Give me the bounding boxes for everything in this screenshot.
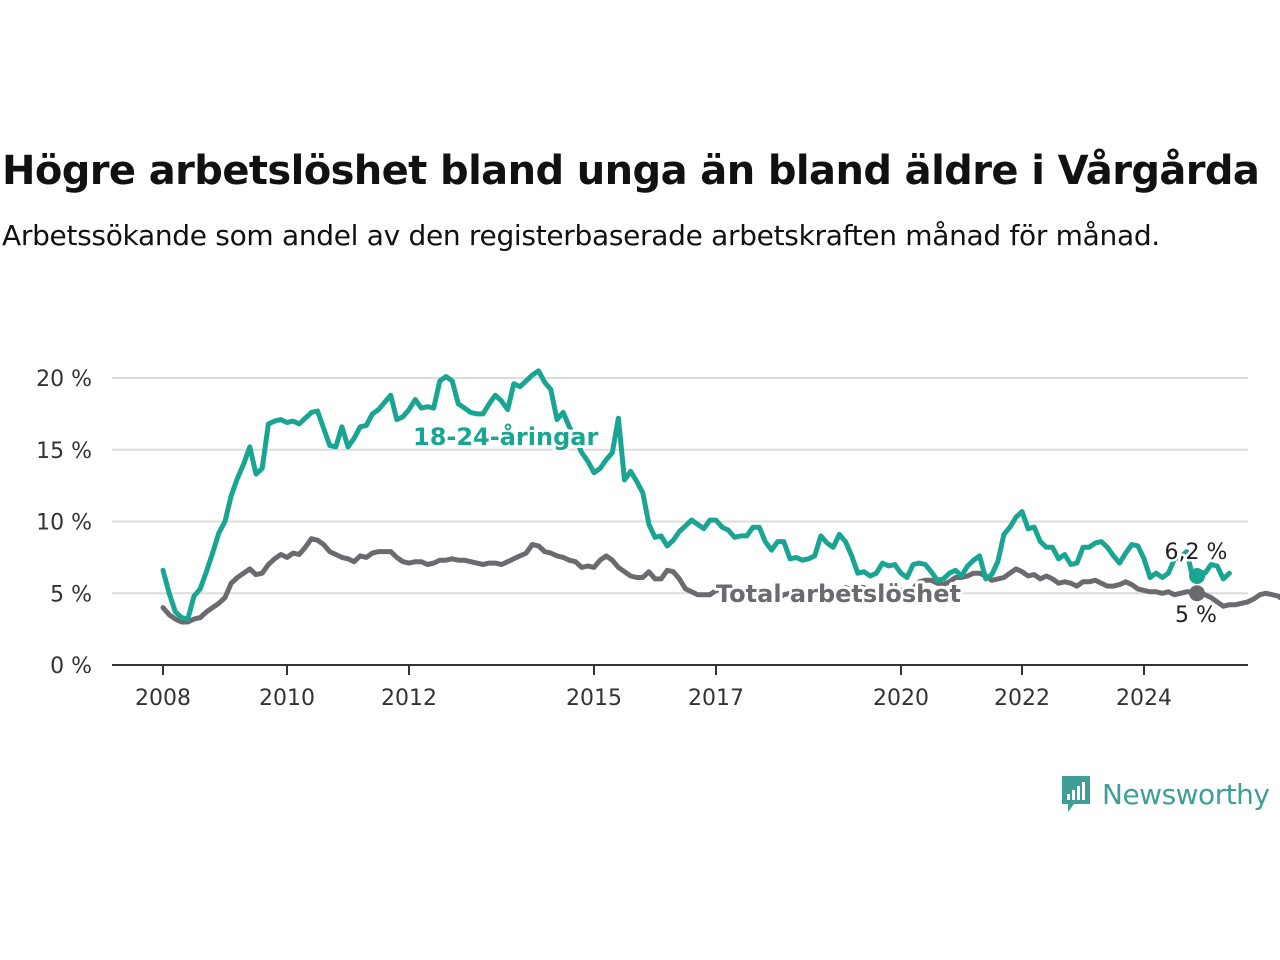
x-tick-label: 2020	[873, 686, 929, 711]
series-label-total-halo: Total arbetslöshet	[716, 580, 961, 608]
x-tick-label: 2015	[566, 686, 622, 711]
end-label-youth: 6,2 %	[1165, 540, 1228, 565]
x-tick-label: 2017	[688, 686, 744, 711]
x-tick-label: 2008	[135, 686, 191, 711]
y-tick-label: 15 %	[36, 439, 92, 464]
grid-lines	[112, 377, 1248, 595]
series-line-0	[160, 368, 1232, 622]
y-axis-ticks: 0 % 5 % 10 % 15 % 20 %	[36, 367, 92, 679]
y-tick-label: 0 %	[50, 654, 92, 679]
series-label-youth-halo: 18-24-åringar	[413, 422, 598, 451]
series-label-youth: 18-24-åringar	[413, 422, 598, 451]
x-tick-label: 2022	[994, 686, 1050, 711]
line-chart: 0 %5 %10 %15 %20 % 2008 2010 2012 2015 2017 2…	[36, 367, 1280, 711]
series-line-1	[160, 536, 1280, 625]
x-tick-label: 2012	[381, 686, 437, 711]
y-tick-label: 20 %	[36, 367, 92, 392]
bar-chart-speech-bubble-icon	[1062, 776, 1090, 812]
y-tick-label: 10 %	[36, 511, 92, 536]
y-tick-label: 5 %	[50, 582, 92, 607]
x-tick-label: 2010	[259, 686, 315, 711]
newsworthy-logo: Newsworthy	[1058, 772, 1270, 816]
logo-text: Newsworthy	[1102, 777, 1270, 811]
chart-title: Högre arbetslöshet bland unga än bland ä…	[2, 148, 1260, 194]
x-axis-ticks: 2008 2010 2012 2015 2017 2020 2022 2024	[135, 665, 1172, 711]
end-label-total: 5 %	[1175, 603, 1217, 628]
chart-subtitle: Arbetssökande som andel av den registerb…	[2, 219, 1160, 252]
series-end-marker	[1189, 585, 1205, 602]
end-label-total-halo: 5 %	[1175, 603, 1217, 628]
series-end-marker	[1189, 568, 1205, 585]
end-label-youth-halo: 6,2 %	[1165, 540, 1228, 565]
series-lines	[160, 368, 1280, 625]
series-label-total: Total arbetslöshet	[716, 580, 961, 608]
x-tick-label: 2024	[1116, 686, 1172, 711]
